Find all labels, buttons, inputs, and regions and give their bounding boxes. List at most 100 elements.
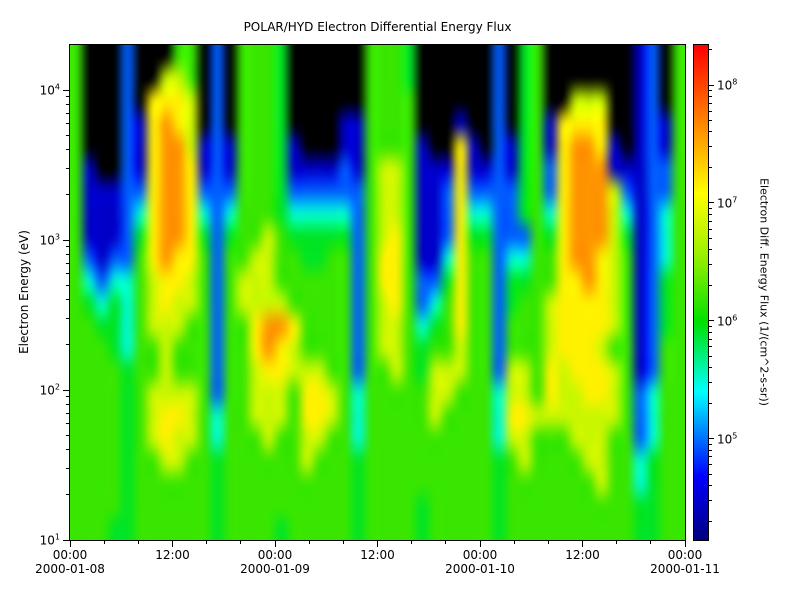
colorbar-minor-tick [709,402,712,404]
y-minor-tick [66,434,69,436]
colorbar-major-tick [709,320,714,322]
x-time-label: 00:00 [462,548,498,562]
x-major-tick [582,541,583,547]
x-time-label: 12:00 [155,548,190,562]
colorbar-minor-tick [709,499,712,501]
x-major-tick [69,541,71,547]
x-minor-tick [513,541,515,544]
y-minor-tick [66,168,69,170]
colorbar-tick-label: 106 [717,313,738,329]
x-minor-tick [103,541,105,544]
colorbar-major-tick [709,202,714,204]
y-minor-tick [66,254,69,256]
colorbar-tick-label: 107 [717,195,738,211]
y-minor-tick [66,112,69,114]
x-minor-tick [547,541,549,544]
y-minor-tick [66,422,69,424]
x-minor-tick [206,541,208,544]
colorbar-minor-tick [709,331,712,333]
x-time-label: 12:00 [360,548,395,562]
colorbar-major-tick [709,438,714,440]
y-tick-label: 103 [39,232,60,248]
x-major-tick [684,541,686,547]
y-minor-tick [66,104,69,106]
x-minor-tick [650,541,652,544]
y-major-tick [63,89,69,91]
x-date-label: 2000-01-09 [240,562,310,576]
y-major-tick [63,539,69,541]
y-minor-tick [66,317,69,319]
y-minor-tick [66,96,69,98]
colorbar-tick-label: 108 [717,77,738,93]
y-minor-tick [66,262,69,264]
colorbar-minor-tick [709,338,712,340]
colorbar-minor-tick [709,443,712,445]
x-minor-tick [445,541,447,544]
colorbar-minor-tick [709,228,712,230]
colorbar-minor-tick [709,146,712,148]
colorbar-minor-tick [709,381,712,383]
x-minor-tick [411,541,413,544]
colorbar-minor-tick [709,325,712,327]
x-minor-tick [308,541,310,544]
y-major-tick [63,389,69,391]
y-minor-tick [66,449,69,451]
colorbar-minor-tick [709,89,712,91]
colorbar-minor-tick [709,110,712,112]
y-minor-tick [66,246,69,248]
heatmap-canvas [70,45,685,540]
y-minor-tick [66,404,69,406]
colorbar-minor-tick [709,102,712,104]
y-minor-tick [66,149,69,151]
colorbar-minor-tick [709,520,712,522]
x-minor-tick [342,541,344,544]
colorbar-minor-tick [709,220,712,222]
x-date-label: 2000-01-08 [35,562,105,576]
colorbar-minor-tick [709,346,712,348]
colorbar-minor-tick [709,213,712,215]
x-major-tick [479,541,481,547]
colorbar-minor-tick [709,120,712,122]
colorbar-minor-tick [709,367,712,369]
y-minor-tick [66,284,69,286]
x-minor-tick [240,541,242,544]
x-major-tick [274,541,276,547]
y-tick-label: 101 [39,532,60,548]
y-minor-tick [66,134,69,136]
x-time-label: 00:00 [257,548,293,562]
colorbar-minor-tick [709,449,712,451]
y-tick-label: 104 [39,82,60,98]
y-minor-tick [66,194,69,196]
x-major-tick [377,541,378,547]
y-minor-tick [66,494,69,496]
x-date-label: 2000-01-11 [650,562,720,576]
colorbar-minor-tick [709,95,712,97]
y-minor-tick [66,467,69,469]
y-minor-tick [66,299,69,301]
y-major-tick [63,239,69,241]
y-axis-title: Electron Energy (eV) [17,230,31,354]
colorbar-tick-label: 105 [717,431,738,447]
colorbar-minor-tick [709,207,712,209]
x-minor-tick [137,541,139,544]
colorbar-minor-tick [709,464,712,466]
colorbar-minor-tick [709,237,712,239]
colorbar-minor-tick [709,456,712,458]
colorbar-minor-tick [709,284,712,286]
colorbar-minor-tick [709,131,712,133]
colorbar-minor-tick [709,249,712,251]
x-time-label: 00:00 [667,548,703,562]
colorbar-minor-tick [709,49,712,51]
x-major-tick [172,541,173,547]
colorbar-major-tick [709,84,714,86]
y-tick-label: 102 [39,382,60,398]
y-minor-tick [66,272,69,274]
x-date-label: 2000-01-10 [445,562,515,576]
colorbar-minor-tick [709,485,712,487]
colorbar-title: Electron Diff. Energy Flux (1/(cm^2-s-sr… [757,178,771,406]
plot-title: POLAR/HYD Electron Differential Energy F… [243,20,512,34]
colorbar-minor-tick [709,264,712,266]
y-minor-tick [66,344,69,346]
colorbar-minor-tick [709,166,712,168]
